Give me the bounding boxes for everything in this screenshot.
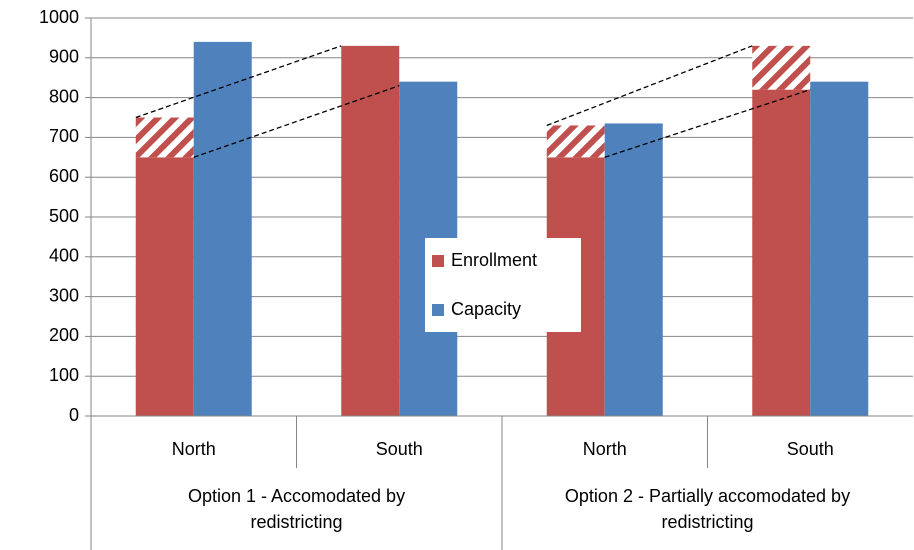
x-tick-label: South <box>376 439 423 459</box>
transfer-line <box>546 45 753 127</box>
legend-swatch <box>432 304 444 316</box>
hatched-bar-segment <box>135 117 194 158</box>
bar <box>135 157 194 417</box>
group-label: Option 2 - Partially accomodated by <box>565 486 850 506</box>
x-tick-label: North <box>172 439 216 459</box>
bar <box>193 41 252 416</box>
y-tick-label: 100 <box>49 365 79 385</box>
y-tick-label: 500 <box>49 206 79 226</box>
y-tick-label: 1000 <box>39 7 79 27</box>
bar <box>810 81 869 417</box>
y-tick-label: 800 <box>49 86 79 106</box>
legend-label: Enrollment <box>451 250 537 270</box>
bar <box>341 45 400 417</box>
x-tick-label: North <box>583 439 627 459</box>
legend-swatch <box>432 255 444 267</box>
bar <box>604 123 663 416</box>
group-label: Option 1 - Accomodated by <box>188 486 405 506</box>
group-label: redistricting <box>661 512 753 532</box>
y-tick-label: 0 <box>69 405 79 425</box>
transfer-line <box>135 45 342 119</box>
group-label: redistricting <box>250 512 342 532</box>
bar <box>752 89 811 416</box>
y-tick-label: 200 <box>49 325 79 345</box>
transfer-line <box>604 89 811 158</box>
legend-label: Capacity <box>451 299 521 319</box>
hatched-bar-segment <box>752 45 811 90</box>
y-tick-label: 700 <box>49 126 79 146</box>
transfer-line <box>193 85 400 158</box>
y-tick-label: 900 <box>49 47 79 67</box>
hatched-bar-segment <box>546 125 605 158</box>
legend: Enrollment Capacity <box>425 238 581 332</box>
y-tick-label: 300 <box>49 285 79 305</box>
legend-box <box>425 238 581 332</box>
x-tick-label: South <box>787 439 834 459</box>
y-tick-label: 600 <box>49 166 79 186</box>
y-tick-label: 400 <box>49 246 79 266</box>
